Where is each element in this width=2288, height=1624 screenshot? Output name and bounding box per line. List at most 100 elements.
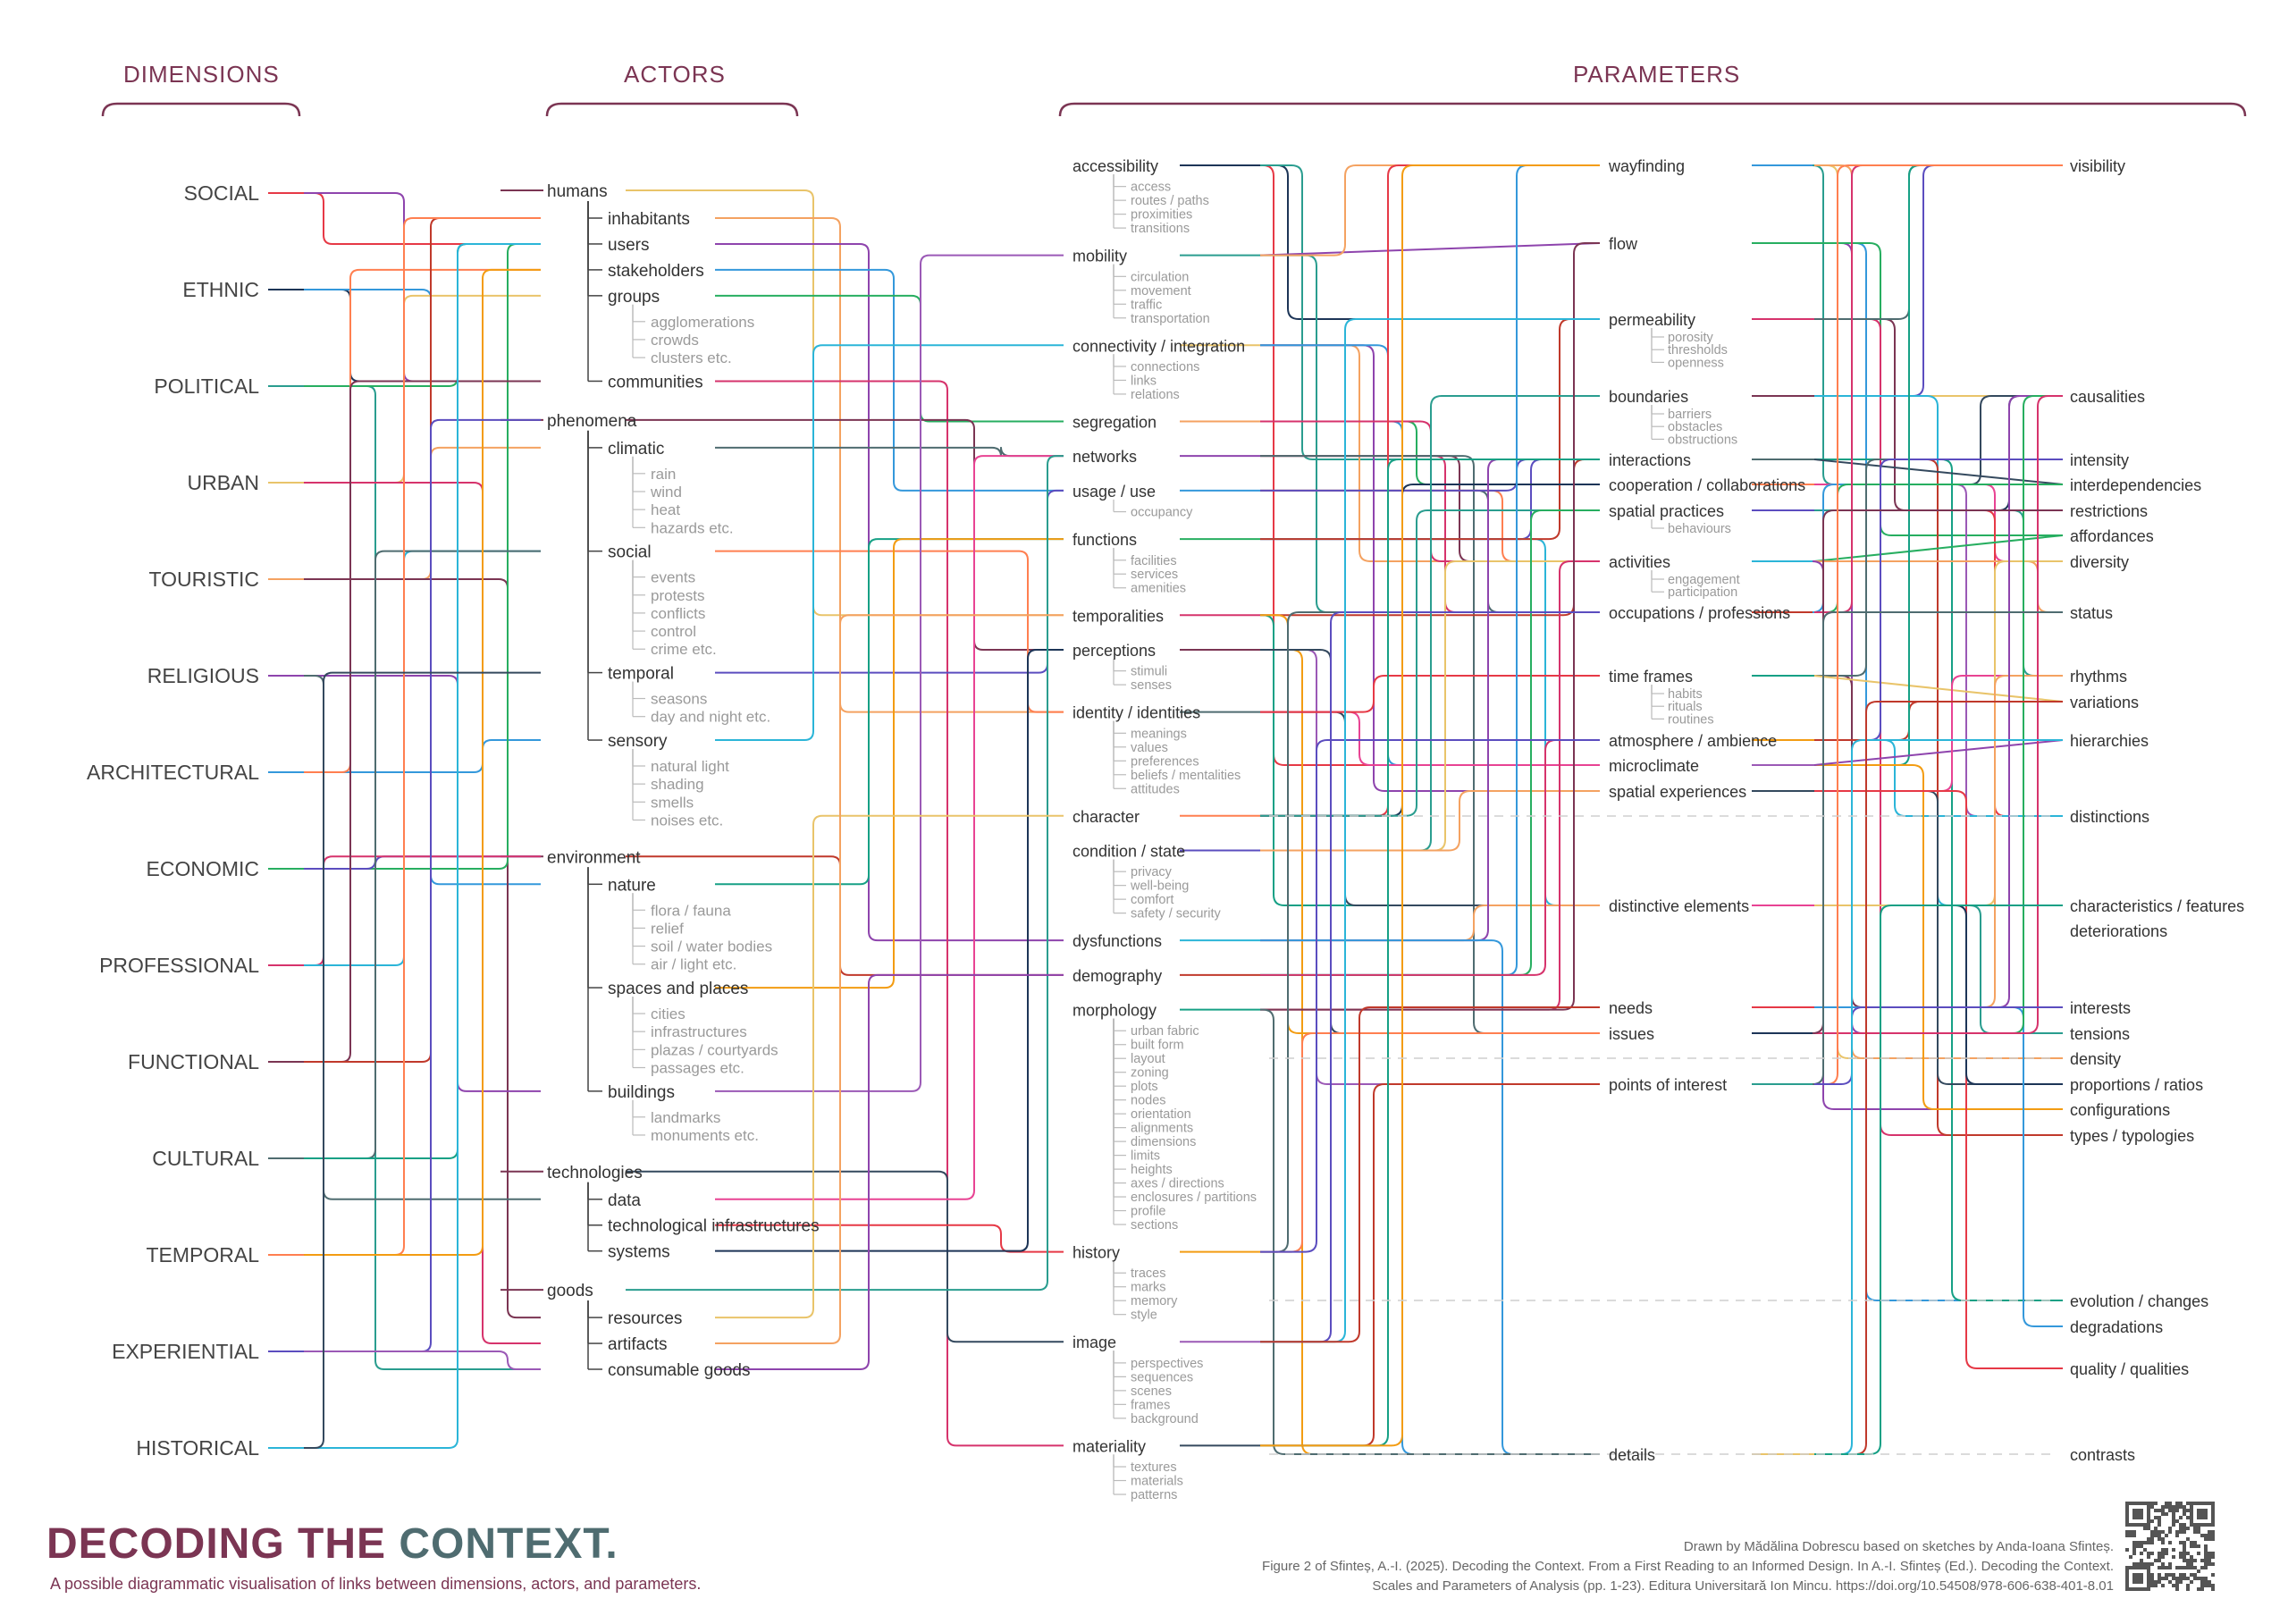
dimension-label: URBAN xyxy=(187,471,259,494)
parameter-label: deteriorations xyxy=(2070,922,2167,940)
title-part-2: CONTEXT. xyxy=(399,1520,618,1568)
dimension-label: TEMPORAL xyxy=(146,1243,259,1266)
parameter-sub-label: transitions xyxy=(1131,222,1190,236)
parameter-label: characteristics / features xyxy=(2070,897,2244,915)
parameter-label: atmosphere / ambience xyxy=(1609,732,1777,750)
parameter-label: details xyxy=(1609,1446,1655,1464)
parameter-label: affordances xyxy=(2070,527,2154,545)
parameter-label: quality / qualities xyxy=(2070,1360,2189,1378)
parameter-label: history xyxy=(1072,1244,1120,1262)
actor-sub-label: natural light xyxy=(651,758,729,775)
parameter-sub-label: style xyxy=(1131,1308,1157,1323)
actor-parameter-link xyxy=(715,242,1064,942)
parameter-sub-label: relations xyxy=(1131,388,1180,402)
param-link xyxy=(1260,1083,1600,1447)
dimension-label: SOCIAL xyxy=(184,181,260,205)
parameter-label: morphology xyxy=(1072,1002,1157,1020)
param-link xyxy=(1259,242,1601,257)
actor-sub-label: plazas / courtyards xyxy=(651,1041,778,1058)
actor-child-label: social xyxy=(608,543,652,562)
qr-code-icon[interactable] xyxy=(2125,1502,2215,1591)
parameter-sub-label: heights xyxy=(1131,1163,1173,1177)
parameter-sub-label: enclosures / partitions xyxy=(1131,1191,1257,1205)
parameter-sub-label: preferences xyxy=(1131,754,1199,769)
actor-parameter-link xyxy=(715,814,1064,1319)
actor-child-label: sensory xyxy=(608,732,668,751)
dimension-actor-link xyxy=(304,671,541,1449)
parameter-sub-label: openness xyxy=(1668,356,1724,370)
parameter-label: visibility xyxy=(2070,157,2125,175)
parameter-label: identity / identities xyxy=(1072,704,1200,722)
dimension-label: TOURISTIC xyxy=(148,568,259,591)
dimension-actor-link xyxy=(304,242,541,1449)
actor-main-label: phenomena xyxy=(547,412,637,431)
dimension-label: CULTURAL xyxy=(152,1147,259,1170)
param-link xyxy=(1260,395,1600,852)
credit-author: Drawn by Mădălina Dobrescu based on sket… xyxy=(1683,1539,2114,1554)
dimension-actor-link xyxy=(304,294,541,484)
actor-child-label: buildings xyxy=(608,1083,675,1102)
param-link xyxy=(1260,905,1600,942)
parameter-label: rhythms xyxy=(2070,668,2127,686)
actor-child-label: consumable goods xyxy=(608,1361,751,1380)
actor-child-label: groups xyxy=(608,288,660,307)
param-link xyxy=(1813,534,2064,562)
parameter-label: cooperation / collaborations xyxy=(1609,476,1805,494)
dimension-actor-link xyxy=(304,385,541,1370)
parameter-sub-label: urban fabric xyxy=(1131,1024,1199,1039)
actor-sub-label: air / light etc. xyxy=(651,956,736,973)
parameter-label: permeability xyxy=(1609,311,1695,329)
parameter-sub-label: links xyxy=(1131,374,1157,388)
actor-child-label: data xyxy=(608,1191,641,1210)
actor-sub-label: landmarks xyxy=(651,1109,720,1126)
parameter-label: materiality xyxy=(1072,1437,1146,1455)
dimension-actor-link xyxy=(304,482,541,1345)
parameter-label: distinctive elements xyxy=(1609,897,1749,915)
parameter-label: mobility xyxy=(1072,248,1127,265)
parameter-sub-label: memory xyxy=(1131,1294,1178,1308)
parameter-sub-label: materials xyxy=(1131,1475,1183,1489)
actor-sub-label: relief xyxy=(651,920,684,937)
actor-child-label: inhabitants xyxy=(608,210,690,229)
actor-parameter-link xyxy=(715,217,1064,713)
actor-parameter-link xyxy=(715,254,1064,1092)
dimension-label: FUNCTIONAL xyxy=(128,1050,259,1073)
parameter-sub-label: routines xyxy=(1668,712,1714,727)
param-link xyxy=(1814,395,2063,1034)
param-link xyxy=(1260,1006,1600,1343)
bracket-dimensions xyxy=(101,102,301,117)
parameter-label: time frames xyxy=(1609,668,1693,686)
actor-sub-label: crime etc. xyxy=(651,641,717,658)
parameter-sub-label: behaviours xyxy=(1668,522,1731,536)
parameter-sub-label: orientation xyxy=(1131,1107,1191,1122)
parameter-label: activities xyxy=(1609,553,1670,571)
parameter-sub-label: comfort xyxy=(1131,893,1173,907)
param-link xyxy=(1260,739,1600,1253)
actor-parameter-link xyxy=(715,538,1064,886)
parameter-label: contrasts xyxy=(2070,1446,2135,1464)
dimension-label: HISTORICAL xyxy=(136,1436,259,1460)
dimension-actor-link xyxy=(304,418,541,1352)
parameter-label: intensity xyxy=(2070,451,2129,469)
dimension-actor-link xyxy=(304,242,541,387)
bracket-actors xyxy=(545,102,799,117)
parameter-label: proportions / ratios xyxy=(2070,1076,2203,1094)
parameter-label: image xyxy=(1072,1334,1116,1351)
parameter-sub-label: profile xyxy=(1131,1205,1166,1219)
parameter-label: flow xyxy=(1609,235,1638,253)
parameter-sub-label: senses xyxy=(1131,678,1172,693)
parameter-sub-label: circulation xyxy=(1131,270,1189,284)
parameter-label: boundaries xyxy=(1609,388,1688,406)
parameter-sub-label: sections xyxy=(1131,1218,1178,1233)
actor-sub-label: rain xyxy=(651,466,676,483)
parameter-sub-label: barriers xyxy=(1668,408,1712,422)
dimension-actor-link xyxy=(304,289,541,886)
parameter-sub-label: transportation xyxy=(1131,312,1210,326)
parameter-label: causalities xyxy=(2070,388,2145,406)
param-link xyxy=(1260,939,1600,1455)
labels-layer: SOCIAL ETHNIC POLITICAL URBAN TOURISTIC RELIG… xyxy=(87,157,2244,1502)
parameter-sub-label: background xyxy=(1131,1412,1199,1426)
actor-sub-label: day and night etc. xyxy=(651,709,770,726)
actor-main-label: humans xyxy=(547,182,608,201)
actor-child-label: stakeholders xyxy=(608,262,704,281)
